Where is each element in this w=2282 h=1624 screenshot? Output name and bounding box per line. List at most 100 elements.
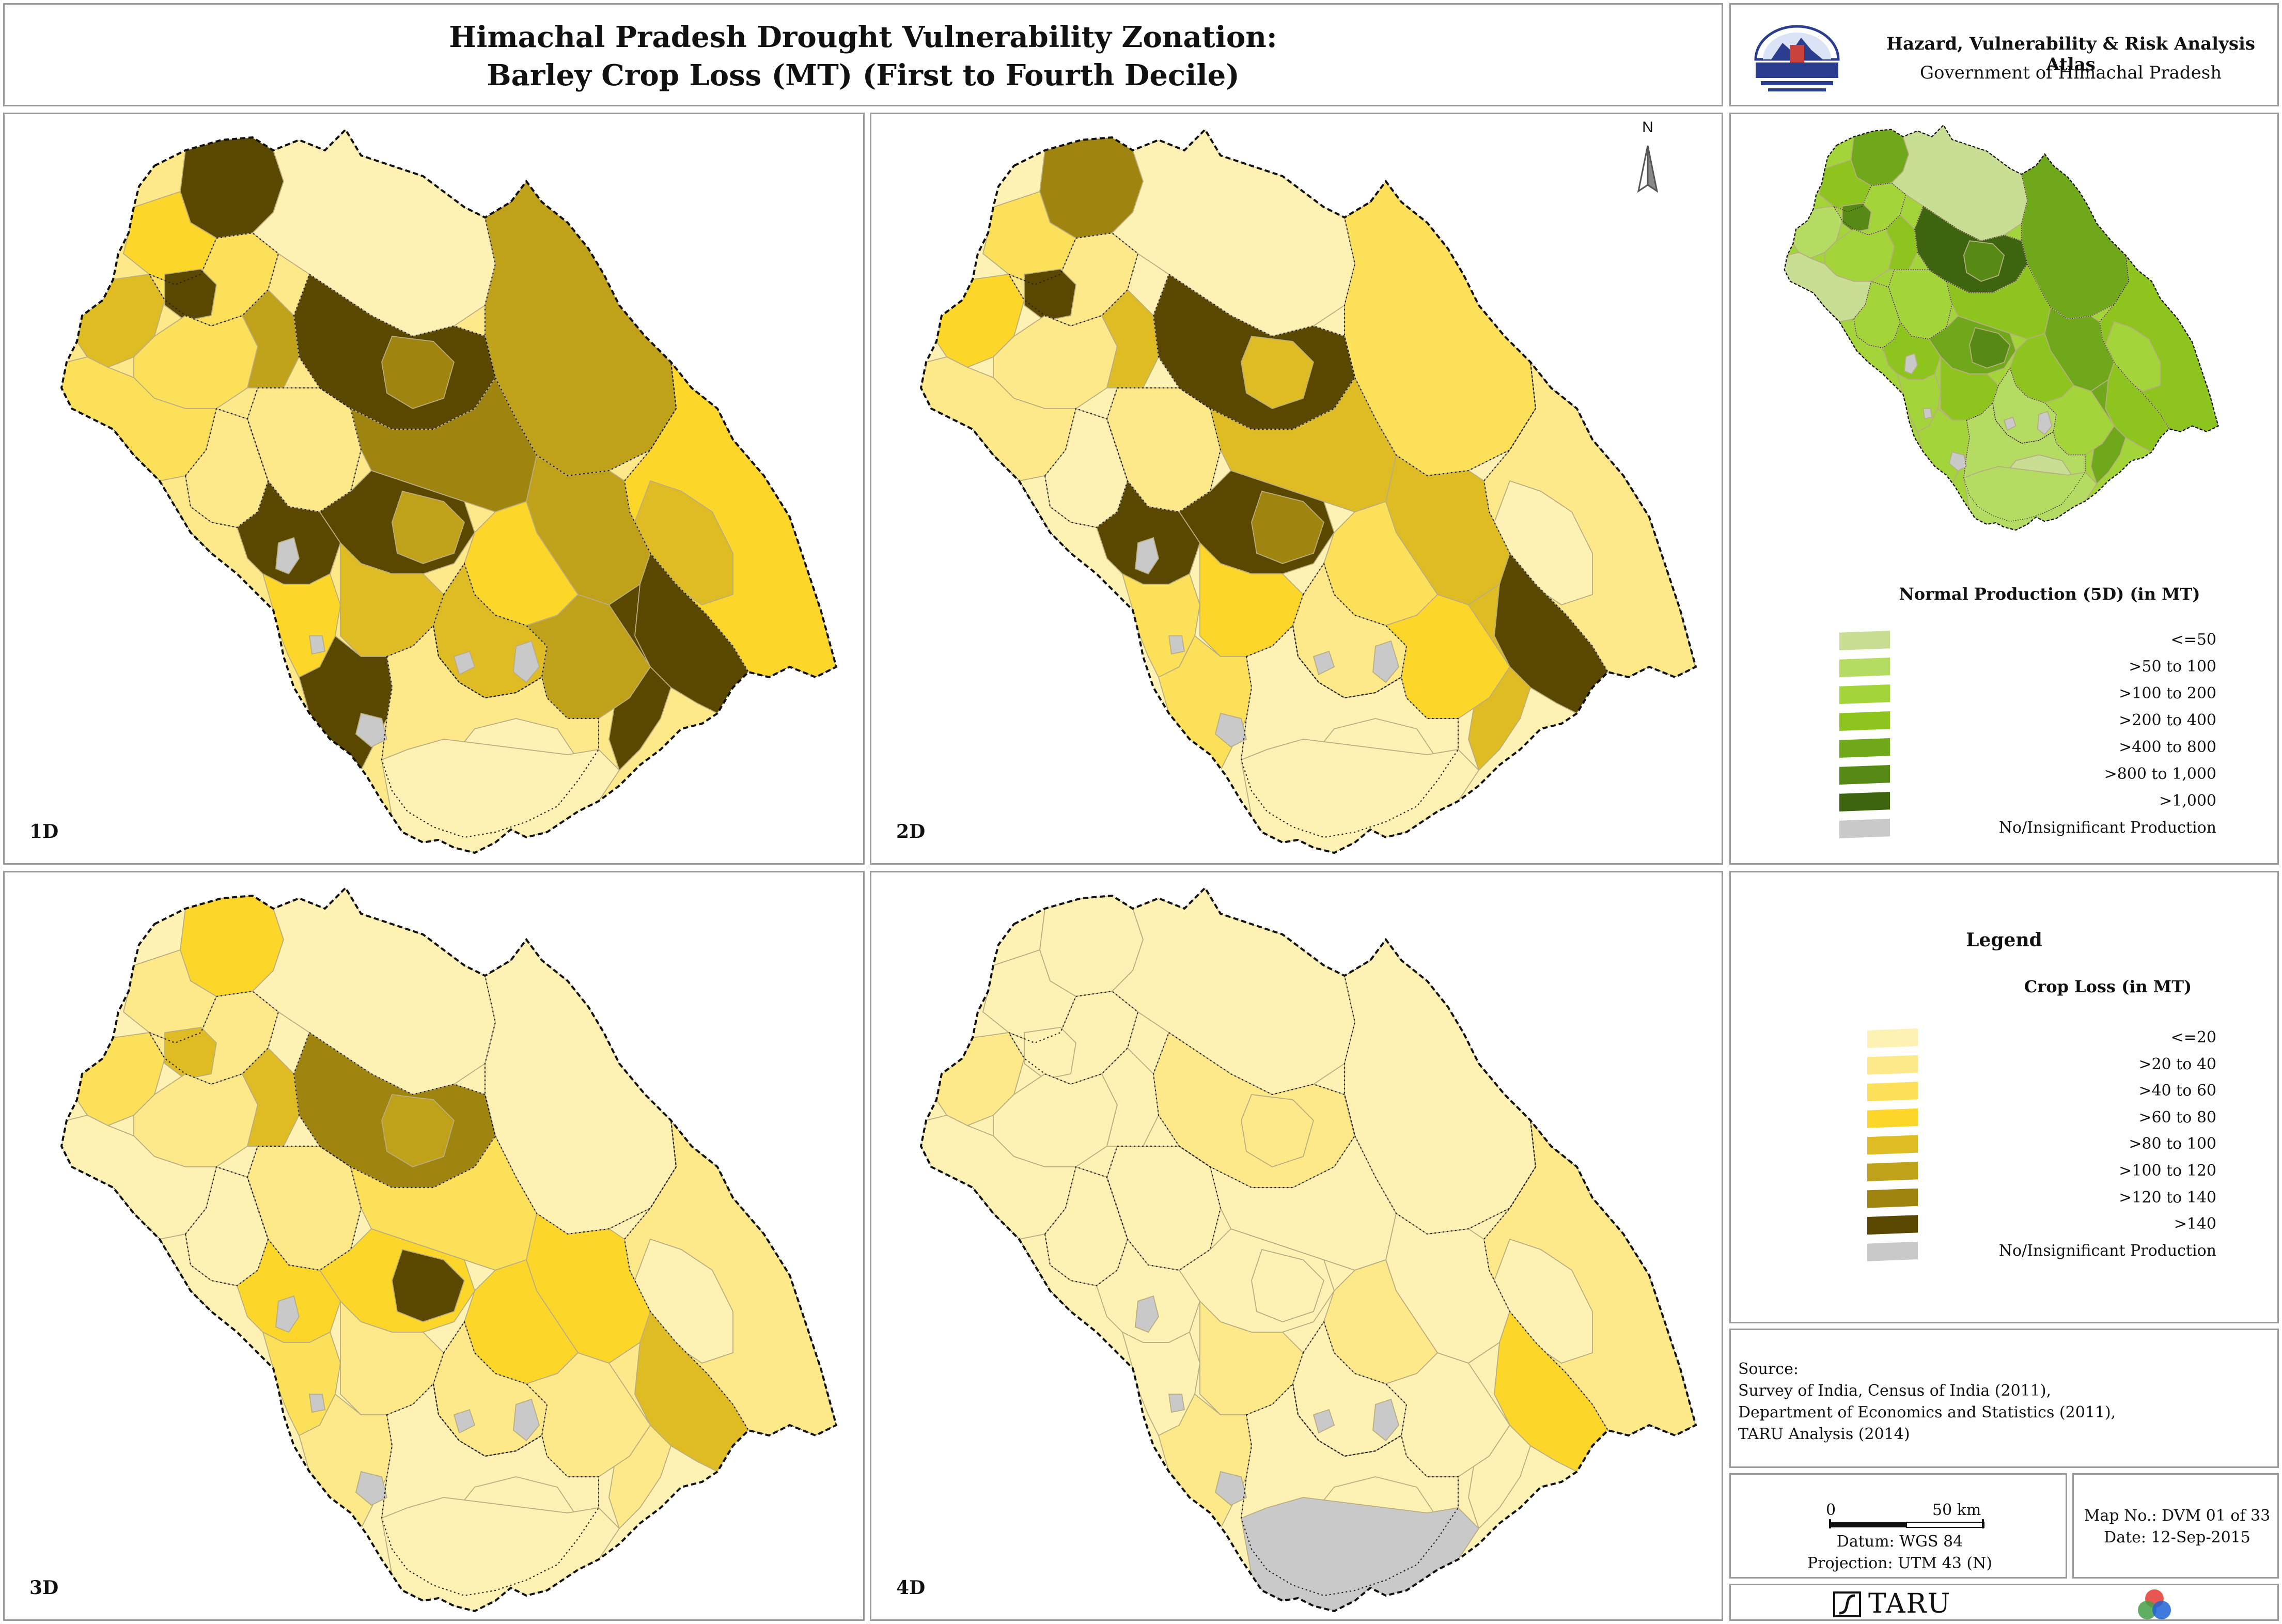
production-legend-swatch: [1839, 658, 1890, 677]
district-boundary: [1152, 273, 1356, 430]
map-panel-3d: 3D: [3, 871, 865, 1621]
production-legend-title: Normal Production (5D) (in MT): [1899, 584, 2200, 604]
legend-panel: Legend Crop Loss (in MT) <=20 >20 to 40 >4…: [1729, 871, 2279, 1323]
production-legend-item: No/Insignificant Production: [1731, 819, 2277, 839]
region-chamba_blob: [164, 269, 217, 321]
scale-zero-label: 0: [1826, 1501, 1836, 1519]
production-legend-label: >50 to 100: [2129, 658, 2216, 676]
map-label-2d: 2D: [896, 821, 926, 842]
region-chamba_blob: [1024, 1027, 1076, 1080]
production-legend-label: >400 to 800: [2119, 738, 2216, 756]
region-grey_b: [1372, 640, 1400, 683]
district-boundary: [1152, 1032, 1356, 1189]
region-sirmaur_e: [1467, 1341, 1531, 1529]
region-mandi_in: [1251, 490, 1325, 564]
district-boundary: [246, 1145, 362, 1271]
region-kullu_blob: [381, 1094, 455, 1167]
taru-name: TARU: [1868, 1588, 1951, 1619]
district-boundary: [1106, 1145, 1222, 1271]
production-legend-swatch: [1839, 819, 1890, 838]
state-boundary: [60, 886, 838, 1613]
scale-distance-label: 50 km: [1932, 1501, 1981, 1519]
region-grey_b: [1372, 1398, 1400, 1442]
region-grey_f: [1168, 635, 1185, 655]
crop-loss-legend-label: >80 to 100: [2129, 1135, 2216, 1153]
district-boundary: [293, 273, 496, 430]
production-legend-label: >100 to 200: [2119, 684, 2216, 702]
region-grey_a: [1135, 1295, 1159, 1333]
production-legend-swatch: [1839, 684, 1890, 704]
himachal-emblem-icon: [1754, 25, 1840, 91]
region-grey_f: [308, 1394, 326, 1413]
district-boundary: [148, 232, 279, 327]
production-legend-label: <=50: [2170, 631, 2216, 649]
map-label-4d: 4D: [896, 1577, 926, 1599]
region-grey_b: [513, 640, 540, 683]
region-grey_e: [1214, 1471, 1247, 1506]
district-boundary: [148, 990, 279, 1085]
production-legend-item: >200 to 400: [1731, 711, 2277, 732]
region-grey_a: [275, 1295, 300, 1333]
state-boundary: [919, 128, 1697, 854]
region-south_grey: [1240, 1497, 1480, 1611]
crop-loss-legend-item: >80 to 100: [1731, 1135, 2277, 1155]
region-sirmaur_e: [608, 583, 672, 771]
production-legend-item: <=50: [1731, 631, 2277, 651]
district-boundary: [184, 1166, 269, 1287]
production-legend-label: No/Insignificant Production: [1998, 819, 2216, 837]
crop-loss-legend-label: No/Insignificant Production: [1998, 1241, 2216, 1260]
legend-heading: Legend: [1966, 929, 2042, 951]
crop-loss-legend-swatch: [1867, 1082, 1918, 1102]
source-line: Department of Economics and Statistics (…: [1738, 1403, 2116, 1422]
map-title-line1: Himachal Pradesh Drought Vulnerability Z…: [449, 20, 1277, 54]
region-grey_b: [2037, 411, 2053, 435]
crop-loss-legend-label: >140: [2174, 1215, 2216, 1233]
district-boundary: [1044, 1166, 1129, 1287]
taru-logo-icon: [1833, 1591, 1861, 1617]
district-boundary: [1106, 387, 1222, 513]
production-legend-item: >400 to 800: [1731, 738, 2277, 759]
production-legend-swatch: [1839, 711, 1890, 731]
crop-loss-legend-swatch: [1867, 1135, 1918, 1155]
production-legend-label: >1,000: [2159, 792, 2216, 810]
region-chamba_blob: [1024, 269, 1076, 321]
state-boundary: [60, 128, 838, 854]
region-grey_e: [355, 712, 388, 748]
map-number: Map No.: DVM 01 of 33: [2084, 1507, 2271, 1525]
district-boundary: [1007, 232, 1139, 327]
crop-loss-legend-item: <=20: [1731, 1028, 2277, 1049]
crop-loss-legend-label: >40 to 60: [2138, 1082, 2216, 1100]
region-south_grey: [381, 739, 620, 853]
atlas-title: Hazard, Vulnerability & Risk Analysis At…: [1886, 34, 2256, 75]
region-grey_f: [1168, 1394, 1185, 1413]
crop-loss-legend-label: >60 to 80: [2138, 1108, 2216, 1127]
datum-text: Datum: WGS 84: [1836, 1533, 1963, 1551]
crop-loss-legend-item: >60 to 80: [1731, 1108, 2277, 1129]
district-boundary: [1007, 990, 1139, 1085]
district-boundary: [184, 408, 269, 528]
district-boundary: [381, 1382, 600, 1597]
atlas-subtitle: Government of Himachal Pradesh: [1919, 63, 2222, 83]
production-legend-item: >1,000: [1731, 792, 2277, 813]
scale-bar: 0 50 km: [1826, 1501, 1984, 1528]
region-kullu_blob: [1963, 240, 2005, 282]
north-label: N: [1642, 119, 1653, 136]
crop-loss-legend-item: >100 to 120: [1731, 1162, 2277, 1182]
region-grey_b: [513, 1398, 540, 1442]
crop-loss-legend-item: >20 to 40: [1731, 1055, 2277, 1076]
region-south_grey: [381, 1497, 620, 1611]
region-grey_f: [1922, 408, 1933, 419]
region-mandi_in: [392, 1248, 465, 1322]
district-boundary: [246, 387, 362, 513]
region-grey_a: [1904, 353, 1918, 374]
region-chamba_blob: [164, 1027, 217, 1080]
crop-loss-legend-swatch: [1867, 1162, 1918, 1181]
district-boundary: [1853, 280, 1901, 349]
production-legend-swatch: [1839, 765, 1890, 785]
region-grey_e: [355, 1471, 388, 1506]
region-chamba_blob: [1841, 202, 1872, 233]
district-boundary: [1963, 402, 2086, 522]
region-kullu_blob: [381, 336, 455, 409]
region-kullu_blob: [1241, 336, 1315, 409]
region-sirmaur_e: [1467, 583, 1531, 771]
